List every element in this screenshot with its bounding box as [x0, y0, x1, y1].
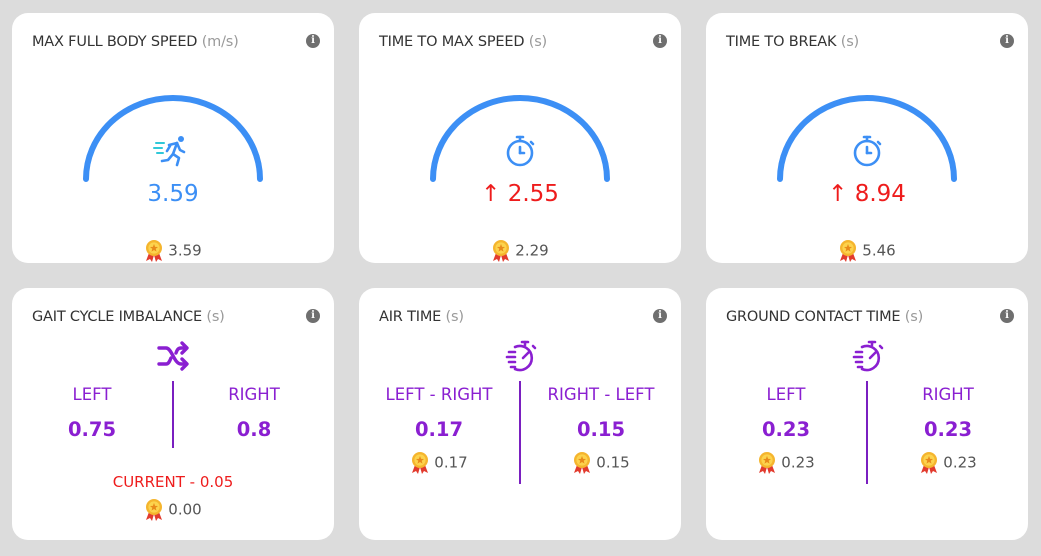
- card-title-unit: (m/s): [201, 34, 239, 50]
- trend-arrow: ↑: [481, 181, 501, 207]
- right-column: RIGHT 0.8: [174, 385, 334, 441]
- fast-stopwatch-icon: [852, 340, 884, 372]
- right-value: 0.15: [576, 418, 626, 441]
- best-value: 2.29: [515, 241, 549, 260]
- medal-icon: [144, 239, 164, 263]
- card-title-text: TIME TO BREAK: [726, 34, 837, 50]
- best-value: 0.23: [781, 453, 815, 472]
- fast-stopwatch-icon: [505, 340, 537, 372]
- ground-contact-time-card: GROUND CONTACT TIME (s) i LEFT 0.23 0.23…: [706, 288, 1028, 540]
- right-value: 0.23: [923, 418, 973, 441]
- info-icon[interactable]: i: [1000, 34, 1014, 48]
- right-label: RIGHT: [922, 385, 974, 404]
- card-title-unit: (s): [904, 309, 924, 325]
- right-column: RIGHT - LEFT 0.15 0.15: [521, 385, 681, 475]
- max-full-body-speed-card: MAX FULL BODY SPEED (m/s) i 3.59 3.59: [12, 13, 334, 263]
- card-title-unit: (s): [206, 309, 225, 325]
- personal-best: 2.29: [359, 239, 681, 263]
- info-icon[interactable]: i: [1000, 309, 1014, 323]
- left-label: LEFT: [766, 385, 806, 404]
- card-title-text: GROUND CONTACT TIME: [726, 309, 901, 325]
- time-to-max-speed-card: TIME TO MAX SPEED (s) i ↑ 2.55 2.29: [359, 13, 681, 263]
- value-text: 3.59: [147, 181, 199, 207]
- card-title-text: TIME TO MAX SPEED: [379, 34, 525, 50]
- best-value: 0.17: [434, 453, 468, 472]
- left-column: LEFT - RIGHT 0.17 0.17: [359, 385, 519, 475]
- medal-icon: [491, 239, 511, 263]
- gauge-arc: [430, 95, 610, 182]
- left-value: 0.23: [761, 418, 811, 441]
- medal-icon: [572, 451, 592, 475]
- current-imbalance: CURRENT - 0.05: [112, 473, 234, 491]
- card-title: AIR TIME (s): [379, 309, 464, 325]
- right-best: 0.15: [521, 451, 681, 475]
- gauge-value: ↑ 2.55: [359, 181, 681, 207]
- left-best: 0.17: [359, 451, 519, 475]
- medal-icon: [144, 498, 164, 522]
- time-to-break-card: TIME TO BREAK (s) i ↑ 8.94 5.46: [706, 13, 1028, 263]
- best-value: 0.23: [943, 453, 977, 472]
- personal-best: 5.46: [706, 239, 1028, 263]
- info-icon[interactable]: i: [653, 309, 667, 323]
- gauge-arc: [83, 95, 263, 182]
- card-title-text: MAX FULL BODY SPEED: [32, 34, 198, 50]
- stopwatch-icon: [853, 135, 882, 167]
- left-label: LEFT: [72, 385, 112, 404]
- left-value: 0.75: [67, 418, 117, 441]
- value-text: 2.55: [507, 181, 559, 207]
- column-divider: [866, 381, 868, 484]
- right-value: 0.8: [236, 418, 272, 441]
- best-value: 0.15: [596, 453, 630, 472]
- best-value: 3.59: [168, 241, 202, 260]
- card-title: TIME TO BREAK (s): [726, 34, 859, 50]
- card-title-text: GAIT CYCLE IMBALANCE: [32, 309, 202, 325]
- air-time-card: AIR TIME (s) i LEFT - RIGHT 0.17 0.17 RI…: [359, 288, 681, 540]
- stopwatch-icon: [506, 135, 535, 167]
- left-column: LEFT 0.75: [12, 385, 172, 441]
- card-title: GROUND CONTACT TIME (s): [726, 309, 923, 325]
- info-icon[interactable]: i: [306, 34, 320, 48]
- right-column: RIGHT 0.23 0.23: [868, 385, 1028, 475]
- shuffle-icon: [157, 341, 189, 371]
- card-title: GAIT CYCLE IMBALANCE (s): [32, 309, 225, 325]
- column-divider: [172, 381, 174, 448]
- left-column: LEFT 0.23 0.23: [706, 385, 866, 475]
- medal-icon: [757, 451, 777, 475]
- sprint-icon: [153, 136, 186, 167]
- column-divider: [519, 381, 521, 484]
- left-label: LEFT - RIGHT: [385, 385, 493, 404]
- medal-icon: [410, 451, 430, 475]
- best-value: 0.00: [168, 500, 202, 519]
- gauge-value: 3.59: [12, 181, 334, 207]
- card-title: MAX FULL BODY SPEED (m/s): [32, 34, 239, 50]
- gauge-value: ↑ 8.94: [706, 181, 1028, 207]
- right-best: 0.23: [868, 451, 1028, 475]
- medal-icon: [838, 239, 858, 263]
- left-best: 0.23: [706, 451, 866, 475]
- info-icon[interactable]: i: [306, 309, 320, 323]
- card-title: TIME TO MAX SPEED (s): [379, 34, 547, 50]
- medal-icon: [919, 451, 939, 475]
- card-title-unit: (s): [528, 34, 548, 50]
- best-value: 5.46: [862, 241, 896, 260]
- left-value: 0.17: [414, 418, 464, 441]
- card-title-unit: (s): [840, 34, 860, 50]
- right-label: RIGHT - LEFT: [547, 385, 655, 404]
- card-title-text: AIR TIME: [379, 309, 442, 325]
- right-label: RIGHT: [228, 385, 280, 404]
- gauge-arc: [777, 95, 957, 182]
- gait-cycle-imbalance-card: GAIT CYCLE IMBALANCE (s) i LEFT 0.75 RIG…: [12, 288, 334, 540]
- card-title-unit: (s): [445, 309, 464, 325]
- trend-arrow: ↑: [828, 181, 848, 207]
- info-icon[interactable]: i: [653, 34, 667, 48]
- personal-best: 3.59: [12, 239, 334, 263]
- personal-best: 0.00: [12, 498, 334, 522]
- value-text: 8.94: [854, 181, 906, 207]
